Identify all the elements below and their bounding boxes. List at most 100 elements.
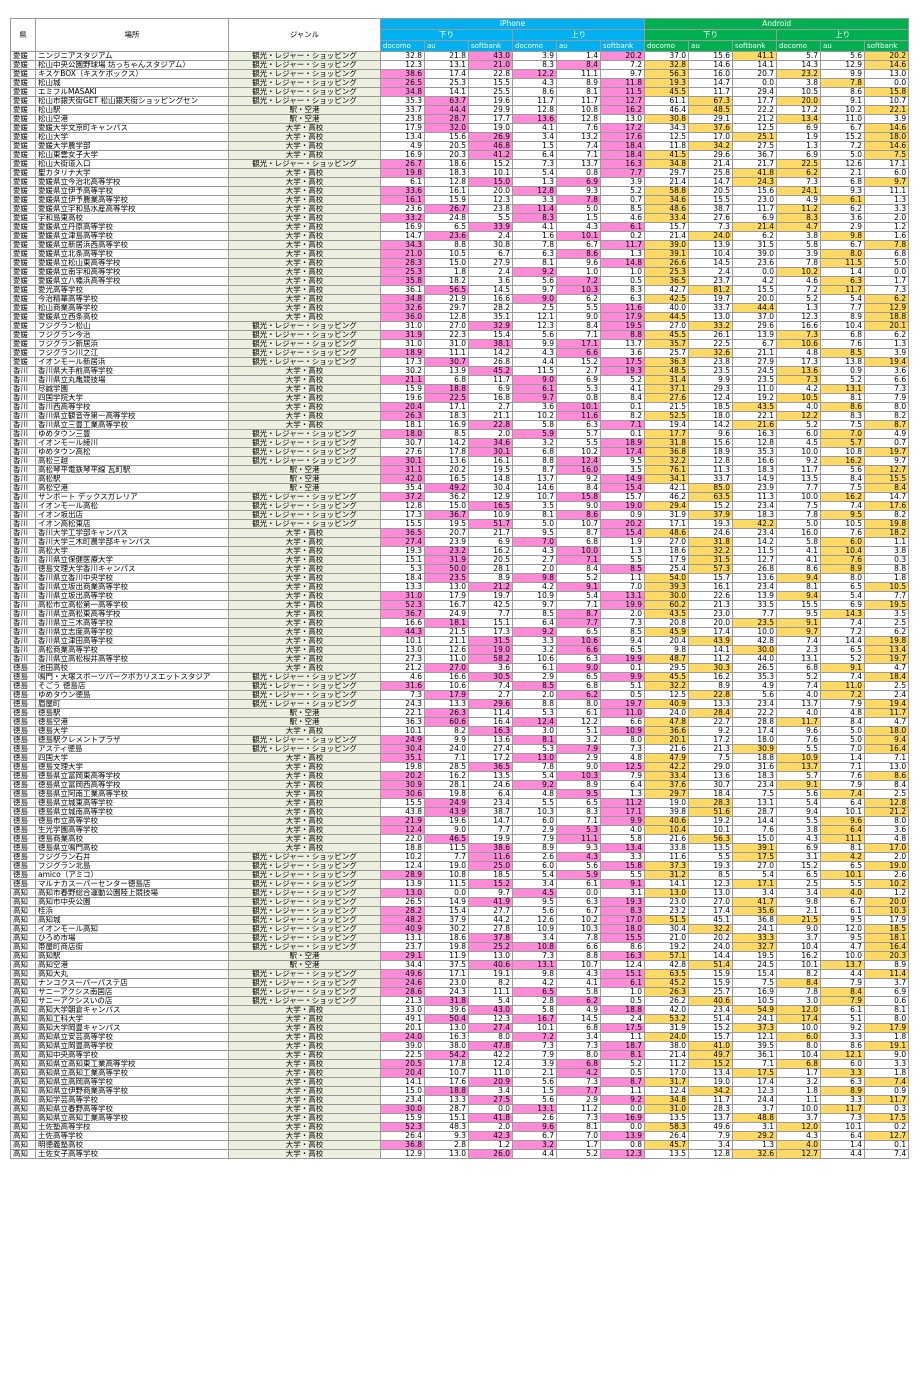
- cell-value: 36.7: [424, 510, 469, 520]
- cell-value: 30.2: [424, 924, 469, 934]
- cell-value: 31.0: [380, 339, 425, 349]
- cell-value: 21.2: [468, 582, 513, 592]
- cell-value: 14.1: [380, 1077, 425, 1087]
- cell-value: 3.2: [512, 645, 557, 655]
- table-row: 徳島 四国大学 大学・高校 35.1 7.1 17.2 13.0 2.9 4.8 47.9 7.5 1…: [10, 753, 910, 763]
- cell-value: 5.2: [599, 1059, 646, 1069]
- cell-value: 17.0: [599, 915, 646, 925]
- cell-value: 31.4: [644, 375, 690, 385]
- cell-genre: 大学・高校: [228, 843, 381, 853]
- cell-value: 19.2: [732, 393, 778, 403]
- cell-value: 19.4: [644, 420, 690, 430]
- cell-value: 12.5: [599, 762, 646, 772]
- cell-value: 7.1: [556, 600, 601, 610]
- cell-value: 17.1: [424, 402, 469, 412]
- cell-value: 26.7: [424, 204, 469, 214]
- cell-value: 5.2: [599, 186, 646, 196]
- cell-value: 40.6: [688, 996, 734, 1006]
- cell-value: 1.8: [776, 1086, 822, 1096]
- cell-genre: 大学・高校: [228, 1131, 381, 1141]
- cell-pref: 香川: [10, 654, 36, 664]
- cell-value: 29.6: [688, 150, 734, 160]
- cell-value: 35.3: [732, 672, 778, 682]
- cell-value: 2.3: [776, 645, 822, 655]
- table-row: 愛媛 松山駅 駅・空港 33.7 44.4 29.9 12.8 10.8 16.2 46.4 48.…: [10, 105, 910, 115]
- table-row: 愛媛 松山商業高等学校 大学・高校 32.6 29.7 28.2 2.5 5.5 11.6 40.…: [10, 303, 910, 313]
- cell-genre: 大学・高校: [228, 411, 381, 421]
- cell-value: 18.3: [732, 465, 778, 475]
- table-row: 徳島 徳島県立阿南工業高等学校 大学・高校 30.6 19.8 6.4 4.8 9.5 1.3 2…: [10, 789, 910, 799]
- cell-value: 1.3: [864, 339, 910, 349]
- cell-value: 21.8: [424, 51, 469, 61]
- cell-place: 高知県立高知工業高等学校: [35, 1113, 229, 1123]
- cell-value: 2.1: [512, 1068, 557, 1078]
- cell-value: 51.5: [644, 915, 690, 925]
- cell-value: 10.7: [424, 1068, 469, 1078]
- cell-value: 7.1: [732, 1059, 778, 1069]
- cell-pref: 愛媛: [10, 69, 36, 79]
- cell-value: 14.4: [688, 951, 734, 961]
- cell-value: 12.1: [512, 312, 557, 322]
- cell-value: 45.7: [644, 1140, 690, 1150]
- table-row: 香川 イオン高松東店 観光・レジャー・ショッピング 15.5 19.5 51.7 5.0 10…: [10, 519, 910, 529]
- cell-value: 39.6: [424, 1005, 469, 1015]
- cell-value: 8.1: [599, 1050, 646, 1060]
- cell-value: 3.9: [864, 348, 910, 358]
- cell-place: フジグラン新居浜: [35, 339, 229, 349]
- cell-value: 7.7: [424, 852, 469, 862]
- cell-value: 16.9: [380, 150, 425, 160]
- cell-value: 14.5: [468, 285, 513, 295]
- cell-value: 36.8: [644, 447, 690, 457]
- cell-value: 7.3: [599, 618, 646, 628]
- cell-value: 15.0: [424, 258, 469, 268]
- cell-value: 8.6: [556, 249, 601, 259]
- table-row: 香川 高松空港 駅・空港 35.4 49.2 30.4 14.6 8.4 15.4 42.1 85.…: [10, 483, 910, 493]
- cell-value: 17.4: [776, 1014, 822, 1024]
- cell-value: 8.0: [468, 1032, 513, 1042]
- cell-value: 7.3: [512, 1041, 557, 1051]
- cell-value: 9.2: [512, 267, 557, 277]
- cell-value: 5.9: [512, 429, 557, 439]
- cell-value: 5.4: [512, 870, 557, 880]
- cell-value: 7.0: [599, 582, 646, 592]
- cell-value: 15.6: [424, 132, 469, 142]
- cell-value: 2.0: [512, 690, 557, 700]
- cell-value: 17.5: [732, 1068, 778, 1078]
- cell-pref: 高知: [10, 1140, 36, 1150]
- table-row: 高知 高知城 観光・レジャー・ショッピング 48.2 37.9 44.2 12.6 10.2 1…: [10, 915, 910, 925]
- table-row: 愛媛 愛媛県立松山東高等学校 大学・高校 28.3 15.0 27.9 8.1 9.6 14.8…: [10, 258, 910, 268]
- cell-value: 4.0: [776, 708, 822, 718]
- cell-value: 5.8: [556, 987, 601, 997]
- cell-value: 23.4: [732, 582, 778, 592]
- cell-place: 愛媛県立新居浜西高等学校: [35, 240, 229, 250]
- cell-genre: 大学・高校: [228, 1149, 381, 1159]
- cell-value: 20.2: [688, 933, 734, 943]
- cell-value: 34.6: [644, 195, 690, 205]
- header-pref: 県: [10, 18, 36, 52]
- cell-value: 47.8: [644, 717, 690, 727]
- cell-value: 19.5: [864, 600, 910, 610]
- cell-value: 2.8: [512, 996, 557, 1006]
- cell-value: 6.0: [820, 1059, 866, 1069]
- cell-value: 10.0: [776, 447, 822, 457]
- cell-value: 10.9: [599, 726, 646, 736]
- cell-pref: 愛媛: [10, 159, 36, 169]
- cell-value: 8.2: [599, 411, 646, 421]
- cell-value: 9.6: [556, 258, 601, 268]
- cell-pref: 徳島: [10, 699, 36, 709]
- cell-value: 10.3: [556, 285, 601, 295]
- cell-value: 3.8: [776, 78, 822, 88]
- cell-value: 8.2: [468, 978, 513, 988]
- cell-pref: 愛媛: [10, 249, 36, 259]
- cell-place: 徳島駅: [35, 708, 229, 718]
- cell-value: 3.4: [512, 933, 557, 943]
- cell-genre: 大学・高校: [228, 1059, 381, 1069]
- cell-value: 12.6: [424, 645, 469, 655]
- cell-value: 24.5: [732, 366, 778, 376]
- cell-value: 16.0: [776, 528, 822, 538]
- cell-value: 19.0: [688, 1077, 734, 1087]
- cell-value: 42.7: [644, 285, 690, 295]
- cell-value: 12.8: [688, 1149, 734, 1159]
- cell-genre: 大学・高校: [228, 222, 381, 232]
- cell-value: 7.8: [820, 78, 866, 88]
